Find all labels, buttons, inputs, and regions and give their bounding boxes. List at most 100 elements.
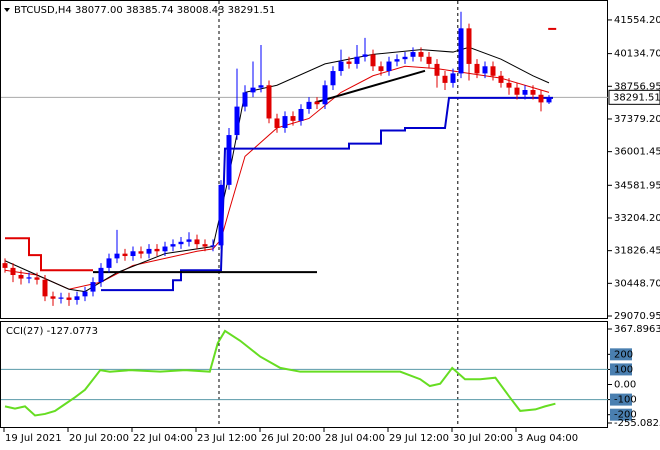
x-tick-label: 26 Jul 20:00 (261, 433, 321, 444)
candle-body (346, 61, 352, 64)
y-tick-label: 36001.45 (614, 147, 660, 158)
y-tick-label: 38756.95 (614, 81, 660, 92)
cci-tick-label: 200 (614, 349, 633, 360)
candle-body (186, 239, 192, 242)
candle-body (266, 85, 272, 119)
candle-body (2, 263, 8, 268)
y-tick-label: 29070.95 (614, 311, 660, 322)
candle-body (514, 87, 520, 95)
candle-body (386, 61, 392, 72)
candle-body (146, 248, 152, 254)
candle-body (330, 71, 336, 86)
y-tick-label: 30448.70 (614, 278, 660, 289)
candle-body (274, 118, 280, 128)
indicator-line (4, 65, 550, 290)
price-label-box (608, 89, 660, 105)
chart-title: BTCUSD,H4 38077.00 38385.74 38008.43 382… (14, 5, 275, 16)
cci-level-box (610, 408, 632, 421)
candle-body (162, 246, 168, 252)
candle-body (354, 56, 360, 64)
candle-body (34, 277, 40, 280)
candle-body (74, 296, 80, 300)
main-panel-frame (0, 0, 608, 319)
menu-arrow (4, 8, 10, 12)
candle-body (258, 85, 264, 88)
candle-body (178, 241, 184, 245)
candle-body (218, 184, 224, 246)
candle-body (306, 101, 312, 109)
indicator-line (314, 69, 426, 104)
candle-body (498, 75, 504, 83)
candle-body (98, 267, 104, 283)
candle-body (154, 248, 160, 252)
candle-body (410, 52, 416, 57)
x-tick-label: 22 Jul 04:00 (133, 433, 193, 444)
cci-tick-label: 0.00 (614, 380, 636, 391)
indicator-line (101, 96, 553, 292)
y-tick-label: 41554.20 (614, 15, 660, 26)
candle-body (226, 135, 232, 185)
cci-tick-label: 367.8963 (614, 324, 660, 335)
candle-body (546, 97, 552, 103)
candle-body (234, 106, 240, 136)
candle-body (194, 239, 200, 245)
candle-body (474, 63, 480, 74)
cci-tick-label: -100 (614, 395, 637, 406)
y-tick-label: 34581.95 (614, 180, 660, 191)
y-tick-label: 37379.20 (614, 114, 660, 125)
candle-body (506, 82, 512, 88)
candle-body (58, 297, 64, 299)
candle-body (538, 94, 544, 103)
cci-tick-label: -200 (614, 410, 637, 421)
cci-label: CCI(27) -127.0773 (6, 326, 98, 337)
x-tick-label: 23 Jul 12:00 (197, 433, 257, 444)
candle-body (82, 291, 88, 297)
y-tick-label: 33204.20 (614, 213, 660, 224)
candle-body (90, 282, 96, 292)
y-tick-label: 31826.45 (614, 246, 660, 257)
cci-level-box (610, 393, 632, 406)
candle-body (338, 61, 344, 72)
candle-body (394, 59, 400, 62)
candle-body (402, 56, 408, 60)
candle-body (482, 66, 488, 74)
x-tick-label: 30 Jul 20:00 (453, 433, 513, 444)
candle-body (530, 90, 536, 95)
candle-body (130, 251, 136, 257)
candle-body (522, 90, 528, 95)
candle-body (10, 267, 16, 275)
candle-body (242, 92, 248, 107)
candle-body (378, 66, 384, 72)
candle-body (322, 85, 328, 105)
candle-body (314, 101, 320, 105)
y-tick-label: 40134.70 (614, 49, 660, 60)
candle-body (466, 28, 472, 64)
x-tick-label: 20 Jul 20:00 (69, 433, 129, 444)
x-tick-label: 3 Aug 04:00 (517, 433, 578, 444)
x-tick-label: 29 Jul 12:00 (389, 433, 449, 444)
candle-body (490, 66, 496, 76)
candle-body (66, 297, 72, 300)
candle-body (138, 251, 144, 254)
x-tick-label: 19 Jul 2021 (5, 433, 62, 444)
candle-body (42, 279, 48, 297)
candle-body (458, 28, 464, 74)
candle-body (106, 258, 112, 268)
candle-body (434, 63, 440, 76)
candle-body (290, 116, 296, 121)
candle-body (450, 73, 456, 83)
candle-body (418, 52, 424, 57)
candle-body (250, 87, 256, 93)
candle-body (298, 108, 304, 121)
candle-body (122, 253, 128, 257)
candle-body (26, 277, 32, 279)
candle-body (362, 54, 368, 57)
candle-body (18, 274, 24, 279)
candle-body (282, 116, 288, 128)
x-tick-label: 28 Jul 04:00 (325, 433, 385, 444)
cci-level-box (610, 363, 632, 376)
cci-line (4, 329, 556, 417)
indicator-line (5, 237, 93, 272)
